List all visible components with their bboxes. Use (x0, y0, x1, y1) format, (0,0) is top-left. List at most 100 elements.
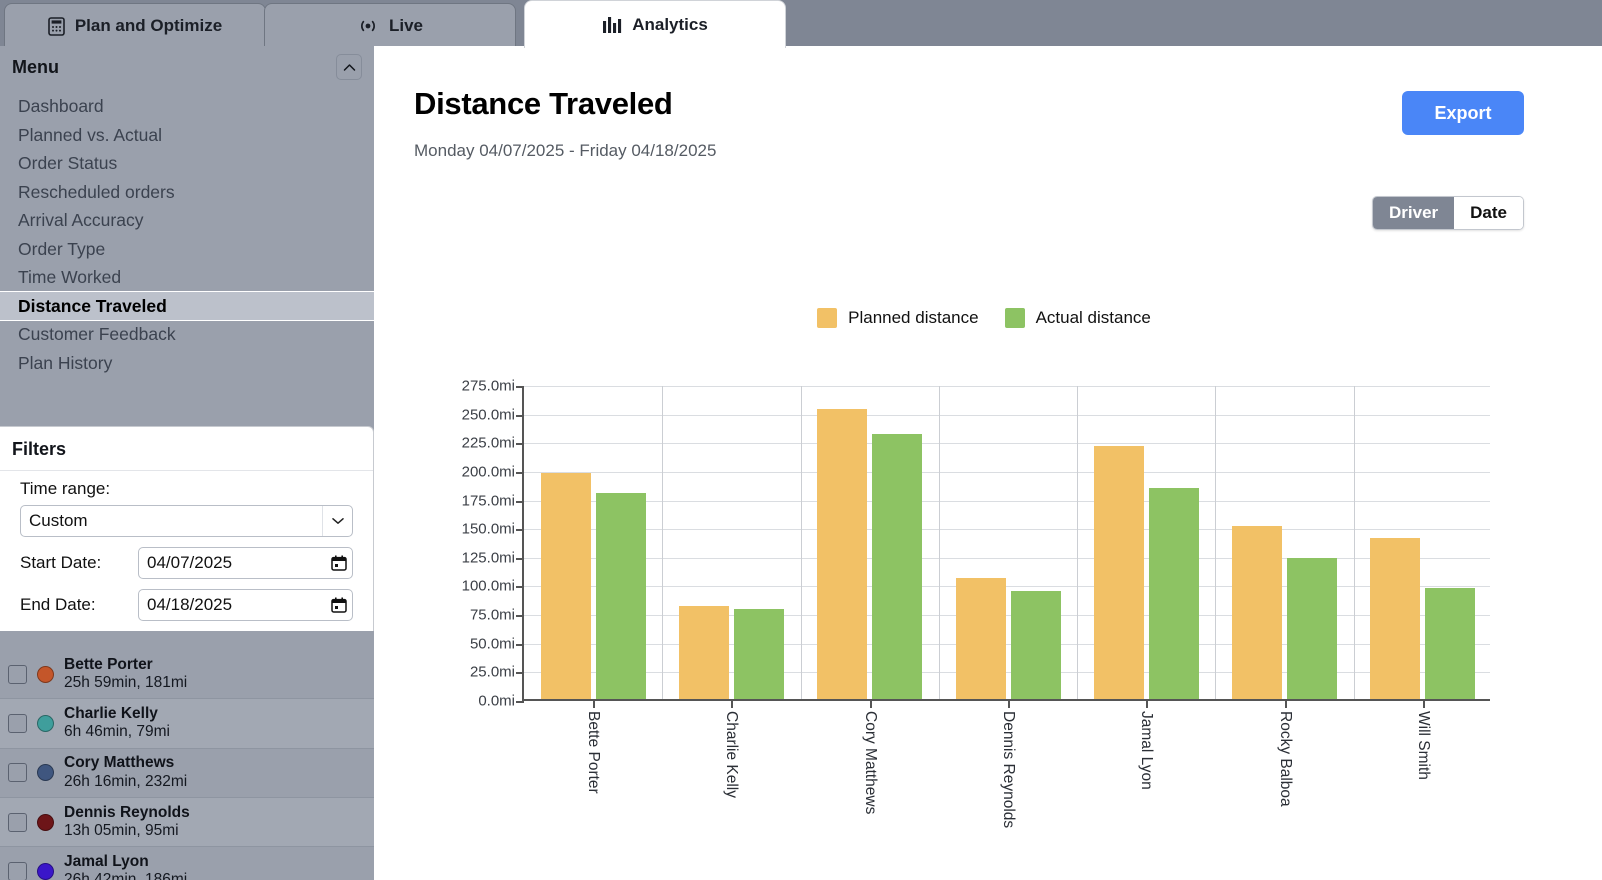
tab-label: Plan and Optimize (74, 16, 223, 35)
driver-list-item[interactable]: Bette Porter 25h 59min, 181mi (0, 650, 374, 700)
tab-analytics[interactable]: Analytics (524, 0, 786, 48)
chart-gridline (524, 672, 1490, 674)
menu-header: Menu (0, 46, 374, 88)
sidebar-item-plan-history[interactable]: Plan History (0, 349, 374, 378)
sidebar-item-order-status[interactable]: Order Status (0, 149, 374, 178)
chart-bar (540, 473, 591, 699)
y-axis-tick (516, 414, 524, 417)
analytics-main-panel: Distance Traveled Monday 04/07/2025 - Fr… (366, 46, 1602, 880)
driver-list-item[interactable]: Dennis Reynolds 13h 05min, 95mi (0, 797, 374, 848)
chart-bar (1370, 537, 1421, 699)
end-date-input[interactable]: 04/18/2025 (138, 589, 353, 621)
driver-stats: 25h 59min, 181mi (64, 674, 188, 692)
sidebar-item-dashboard[interactable]: Dashboard (0, 92, 374, 121)
filters-panel: Filters Time range: Custom Start Date: 0… (0, 426, 374, 631)
driver-list-item[interactable]: Jamal Lyon 26h 42min, 186mi (0, 847, 374, 880)
y-axis-tick (516, 471, 524, 474)
y-axis-tick-label: 25.0mi (469, 663, 515, 681)
start-date-input[interactable]: 04/07/2025 (138, 547, 353, 579)
legend-label: Actual distance (1035, 308, 1151, 327)
calculator-icon (48, 16, 65, 36)
driver-checkbox[interactable] (8, 664, 27, 684)
sidebar-item-label: Customer Feedback (18, 324, 176, 344)
tab-plan-and-optimize[interactable]: Plan and Optimize (4, 3, 266, 48)
driver-info: Jamal Lyon 26h 42min, 186mi (64, 853, 187, 880)
x-axis-tick (1422, 699, 1425, 708)
x-axis-tick (1008, 699, 1010, 708)
chart-plot-area: 0.0mi 25.0mi 50.0mi 75.0mi 100.0mi 125.0mi 150… (462, 378, 1490, 828)
driver-stats: 13h 05min, 95mi (64, 822, 179, 840)
chart-gridline (524, 615, 1490, 617)
driver-stats: 6h 46min, 79mi (64, 723, 170, 741)
page-title: Distance Traveled (414, 86, 673, 121)
calendar-icon[interactable] (326, 555, 352, 571)
driver-checkbox[interactable] (8, 861, 27, 880)
driver-color-dot (37, 813, 54, 831)
chart-bar (817, 409, 868, 699)
chart-legend: Planned distance Actual distance (366, 308, 1602, 328)
driver-list-item[interactable]: Cory Matthews 26h 16min, 232mi (0, 749, 374, 798)
driver-checkbox[interactable] (8, 763, 27, 783)
y-axis-tick (516, 615, 524, 618)
sidebar-item-customer-feedback[interactable]: Customer Feedback (0, 320, 374, 349)
chevron-up-icon[interactable] (336, 54, 362, 80)
y-axis-tick (516, 500, 524, 503)
calendar-icon[interactable] (326, 597, 352, 613)
end-date-value: 04/18/2025 (147, 595, 233, 614)
toggle-option-date[interactable]: Date (1454, 197, 1523, 229)
driver-checkbox[interactable] (8, 812, 27, 832)
legend-label: Planned distance (848, 308, 979, 327)
driver-list[interactable]: Bette Porter 25h 59min, 181mi Charlie Kell… (0, 650, 374, 880)
driver-stats: 26h 16min, 232mi (64, 772, 188, 790)
y-axis-tick-label: 150.0mi (461, 520, 515, 538)
driver-checkbox[interactable] (8, 713, 27, 733)
driver-name: Cory Matthews (64, 754, 175, 772)
tab-live[interactable]: Live (264, 3, 516, 48)
chart-bar (872, 434, 923, 699)
x-axis-tick (1284, 699, 1287, 708)
driver-list-item[interactable]: Charlie Kelly 6h 46min, 79mi (0, 699, 374, 749)
driver-info: Charlie Kelly 6h 46min, 79mi (64, 705, 170, 742)
x-axis-tick-label: Will Smith (1414, 711, 1432, 780)
tab-bar: Plan and Optimize Live Analytics (0, 0, 1602, 48)
chart-gridline (524, 471, 1490, 473)
time-range-label: Time range: (20, 479, 111, 498)
driver-name: Dennis Reynolds (64, 803, 190, 821)
x-axis-tick (731, 699, 734, 708)
legend-swatch-actual (1004, 308, 1025, 328)
chart-bar (955, 577, 1006, 699)
y-axis-tick-label: 175.0mi (461, 492, 515, 510)
chart-gridline (524, 643, 1490, 645)
toggle-option-driver[interactable]: Driver (1373, 197, 1455, 229)
sidebar-item-time-worked[interactable]: Time Worked (0, 263, 374, 292)
sidebar-item-rescheduled-orders[interactable]: Rescheduled orders (0, 178, 374, 207)
y-axis-tick (516, 701, 524, 703)
y-axis-tick-label: 275.0mi (461, 377, 515, 395)
x-axis-tick-label: Rocky Balboa (1276, 711, 1294, 807)
driver-color-dot (37, 714, 54, 732)
sidebar-item-distance-traveled[interactable]: Distance Traveled (0, 291, 374, 320)
chart-bar (1148, 488, 1199, 699)
start-date-value: 04/07/2025 (147, 553, 233, 572)
end-date-filter: End Date: 04/18/2025 (0, 579, 373, 621)
filters-title: Filters (0, 427, 373, 471)
group-by-toggle[interactable]: Driver Date (1372, 196, 1524, 230)
broadcast-icon (357, 18, 379, 34)
y-axis-tick-label: 125.0mi (461, 549, 515, 567)
y-axis-tick-label: 200.0mi (461, 463, 515, 481)
x-axis-tick-label: Jamal Lyon (1138, 711, 1156, 790)
export-button[interactable]: Export (1402, 91, 1524, 135)
sidebar-item-arrival-accuracy[interactable]: Arrival Accuracy (0, 206, 374, 235)
sidebar-item-order-type[interactable]: Order Type (0, 235, 374, 264)
distance-traveled-bar-chart: 0.0mi 25.0mi 50.0mi 75.0mi 100.0mi 125.0mi 150… (414, 376, 1534, 856)
time-range-select[interactable]: Custom (20, 505, 353, 537)
sidebar-item-label: Dashboard (18, 96, 104, 116)
sidebar-item-planned-vs-actual[interactable]: Planned vs. Actual (0, 121, 374, 150)
y-axis-tick (516, 529, 524, 532)
start-date-label: Start Date: (20, 553, 102, 572)
driver-name: Charlie Kelly (64, 705, 158, 723)
start-date-filter: Start Date: 04/07/2025 (0, 537, 373, 579)
chart-gridline (524, 414, 1490, 416)
bar-chart-icon (602, 16, 622, 33)
y-axis-tick (516, 643, 524, 646)
